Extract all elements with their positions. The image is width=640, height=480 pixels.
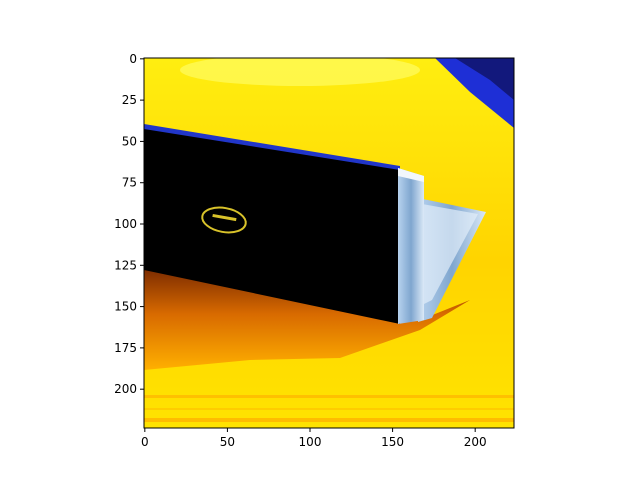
y-axis: 0 25 50 75 100 125 150 175 200 xyxy=(114,52,144,396)
x-tick-label: 50 xyxy=(220,435,235,449)
y-tick-label: 0 xyxy=(129,52,137,66)
x-axis: 0 50 100 150 200 xyxy=(141,428,487,449)
x-tick-label: 0 xyxy=(141,435,149,449)
y-tick-label: 200 xyxy=(114,382,137,396)
y-tick-label: 75 xyxy=(122,176,137,190)
x-tick-label: 150 xyxy=(381,435,404,449)
y-tick-label: 125 xyxy=(114,258,137,272)
y-tick-label: 175 xyxy=(114,341,137,355)
y-tick-label: 50 xyxy=(122,134,137,148)
axes-frame xyxy=(143,57,515,429)
y-tick-label: 150 xyxy=(114,300,137,314)
photo-image xyxy=(144,58,514,428)
y-tick-label: 100 xyxy=(114,217,137,231)
x-tick-label: 100 xyxy=(299,435,322,449)
x-tick-label: 200 xyxy=(464,435,487,449)
y-tick-label: 25 xyxy=(122,93,137,107)
